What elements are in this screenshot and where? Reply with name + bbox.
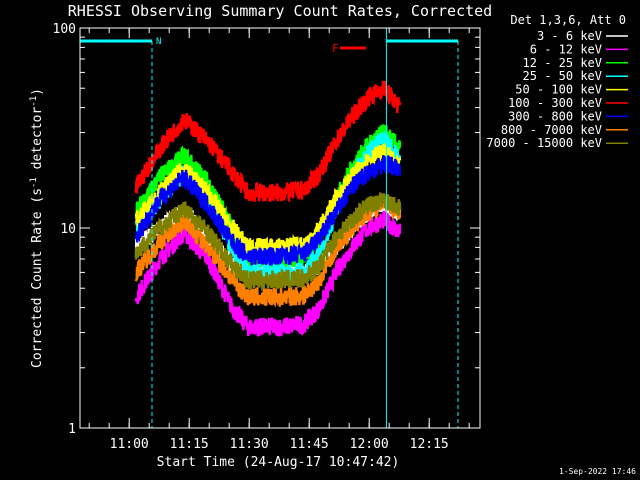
series-line xyxy=(134,192,402,292)
x-axis-label: Start Time (24-Aug-17 10:47:42) xyxy=(157,455,400,470)
night-label: N xyxy=(156,37,161,47)
y-axis-label: Corrected Count Rate (s-1 detector-1) xyxy=(29,88,45,368)
legend-label: 50 - 100 keV xyxy=(515,83,602,97)
y-tick-label: 1 xyxy=(68,422,76,437)
y-tick-label: 100 xyxy=(53,22,76,37)
y-axis: 1 10 100 xyxy=(53,22,480,437)
legend-label: 7000 - 15000 keV xyxy=(486,136,602,150)
x-tick-label: 12:00 xyxy=(350,437,389,452)
chart-title: RHESSI Observing Summary Count Rates, Co… xyxy=(68,2,492,20)
x-tick-label: 11:45 xyxy=(290,437,329,452)
flare-label: F xyxy=(332,42,339,55)
series-line xyxy=(134,155,402,266)
x-axis: 11:00 11:15 11:30 11:45 12:00 12:15 xyxy=(88,28,470,452)
legend-label: 100 - 300 keV xyxy=(508,96,602,110)
legend-label: 300 - 800 keV xyxy=(508,109,602,123)
legend-label: 12 - 25 keV xyxy=(523,56,602,70)
series-line xyxy=(134,210,402,337)
legend-label: 25 - 50 keV xyxy=(523,69,602,83)
legend-label: 3 - 6 keV xyxy=(537,29,602,43)
x-tick-label: 11:30 xyxy=(230,437,269,452)
x-tick-label: 12:15 xyxy=(410,437,449,452)
legend-label: 6 - 12 keV xyxy=(530,42,602,56)
footer-date: 1-Sep-2022 17:46 xyxy=(559,467,636,476)
x-tick-label: 11:00 xyxy=(110,437,149,452)
legend-title: Det 1,3,6, Att 0 xyxy=(510,13,626,27)
series-line xyxy=(134,80,402,203)
y-tick-label: 10 xyxy=(60,222,76,237)
legend-label: 800 - 7000 keV xyxy=(501,123,602,137)
x-tick-label: 11:15 xyxy=(170,437,209,452)
